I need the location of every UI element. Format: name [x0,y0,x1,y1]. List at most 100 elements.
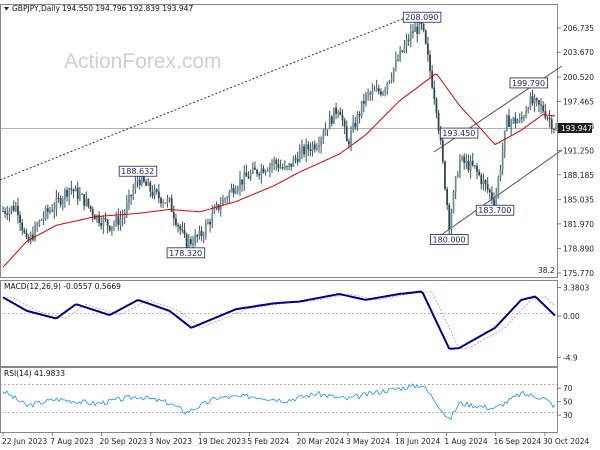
candle-body [486,183,489,190]
candle-body [433,87,436,99]
candle-body [476,165,478,172]
candle-body [452,191,455,213]
candle-body [10,206,13,211]
candle-body [471,160,474,166]
candle-body [335,107,337,114]
candle-body [552,129,555,130]
candle-body [429,54,431,72]
price-annotation-box [402,11,442,23]
candle-body [360,101,363,116]
candle-body [347,141,350,145]
candle-body [473,165,476,167]
candle-body [102,218,105,226]
candle-body [98,215,100,224]
candle-body [87,198,90,207]
candle-body [175,218,177,225]
candle-body [121,218,124,219]
candle-body [390,77,393,81]
candle-body [166,198,169,203]
y-tick-label: 0.00 [563,312,580,321]
candle-body [373,90,376,92]
candle-body [119,218,122,225]
candle-body [358,114,361,116]
candle-body [384,88,387,93]
candle-body [53,208,56,212]
candle-body [386,82,389,89]
candle-body [333,107,335,124]
candle-body [491,192,493,200]
candle-body [170,198,173,212]
candle-body [66,190,68,197]
candle-body [510,121,513,127]
candle-body [305,144,308,155]
candle-body [424,30,427,44]
candle-body [540,104,542,106]
y-tick-label: 191.250 [563,147,594,156]
candle-body [200,230,203,236]
candle-body [450,212,453,230]
candle-body [315,147,318,150]
candle-body [81,194,83,196]
candle-body [503,130,506,151]
candle-body [493,199,495,206]
candle-body [40,219,43,221]
candle-body [403,45,406,52]
price-annotation-box [118,165,158,177]
candle-body [234,190,237,194]
candle-body [260,168,263,176]
candle-body [2,211,4,212]
candle-body [356,114,359,128]
candle-body [113,223,115,227]
candle-body [6,213,9,215]
candle-body [326,129,329,131]
candle-body [8,210,11,215]
candle-body [61,199,64,205]
candle-body [46,208,49,213]
y-tick-label: 181.970 [563,220,594,229]
candle-body [345,126,348,142]
candle-body [461,156,463,160]
x-tick-label: 16 Sep 2024 [494,437,542,446]
candle-body [330,116,333,124]
candle-body [465,160,468,163]
candle-body [367,93,370,95]
candle-body [352,122,355,131]
candle-body [401,50,404,52]
candle-body [264,170,267,173]
candle-body [392,68,395,78]
candle-body [17,205,19,216]
price-annotations: 208.090 199.790 193.450 188.632 183.700 180.0… [118,11,548,259]
price-tag-label: 193.947 [561,124,592,133]
candle-body [456,174,459,177]
candle-body [44,208,47,218]
candle-body [85,198,88,206]
chart-symbol: GBPJPY,Daily [12,4,61,13]
candle-body [19,215,21,223]
candle-body [555,127,557,130]
y-tick-label: 50 [563,398,573,407]
candle-body [96,215,98,220]
x-tick-label: 20 Mar 2024 [297,437,345,446]
candle-body [151,191,154,196]
candle-body [286,166,288,168]
candle-body [527,108,530,112]
candle-body [318,145,320,148]
y-tick-label: 70 [563,384,573,393]
candle-body [294,158,297,160]
candle-body [106,219,109,226]
candle-body [516,120,519,124]
x-tick-label: 22 Jun 2023 [2,437,47,446]
candle-body [196,235,199,237]
candle-body [164,202,167,204]
candle-body [72,189,75,192]
candle-body [454,176,457,192]
y-tick-label: 3.3803 [563,283,589,292]
y-tick-label: 178.890 [563,244,594,253]
candle-body [350,130,352,145]
candle-body [55,197,58,209]
candle-body [78,194,81,200]
dropdown-icon[interactable] [4,7,9,11]
candle-body [277,164,280,169]
